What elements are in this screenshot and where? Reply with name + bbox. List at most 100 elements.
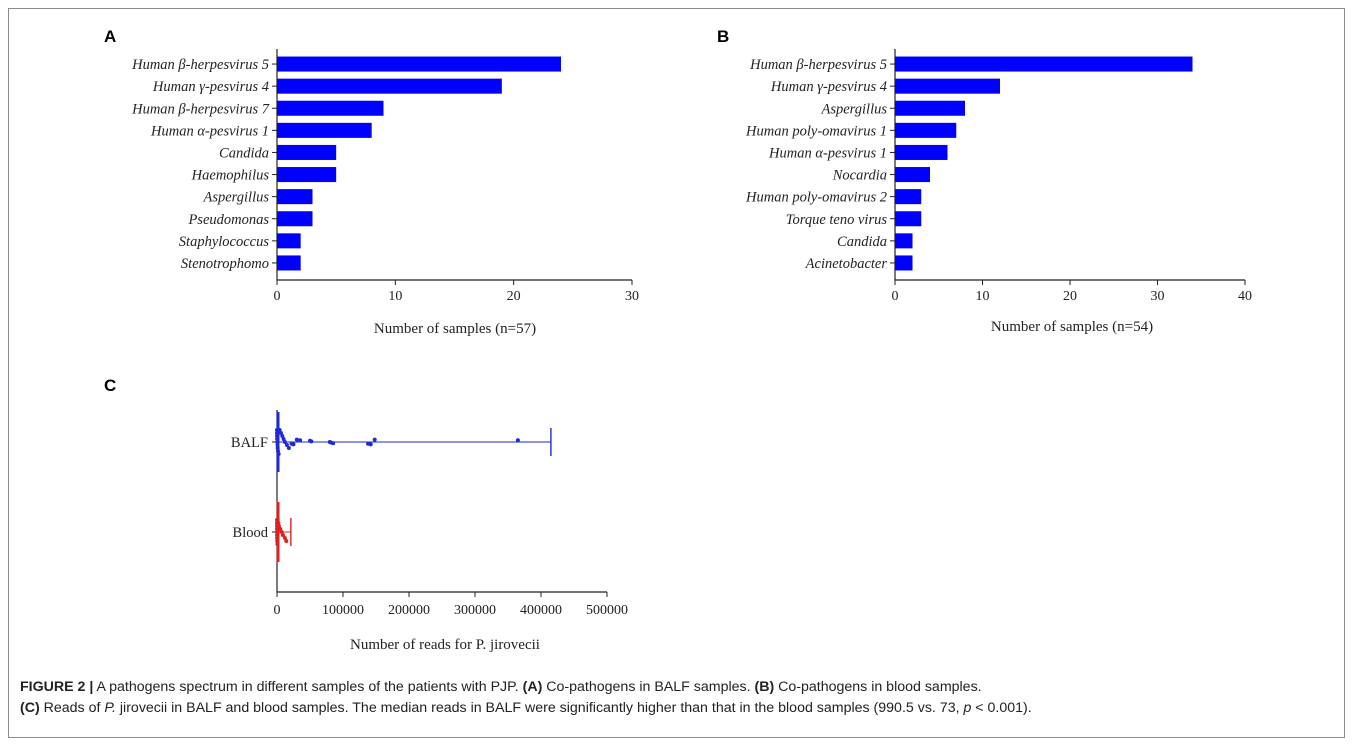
- chart-b-x-tick-label: 40: [1238, 289, 1252, 304]
- chart-a-category-label: Staphylococcus: [179, 234, 270, 250]
- chart-a-x-tick-label: 0: [274, 289, 281, 304]
- chart-c-balf-point: [368, 442, 373, 447]
- chart-b-bar: [895, 211, 922, 227]
- chart-a-category-label: Human γ-pesvirus 4: [152, 79, 269, 95]
- chart-a-category-label: Human β-herpesvirus 5: [131, 57, 269, 73]
- chart-c-blood-point: [275, 539, 280, 543]
- chart-c-balf-point: [277, 428, 282, 432]
- caption-text-6: < 0.001).: [971, 700, 1032, 716]
- chart-a-bar: [277, 189, 313, 205]
- chart-b-bar: [895, 189, 922, 205]
- chart-c-blood-point: [275, 518, 280, 522]
- chart-c-balf-point: [276, 452, 281, 456]
- chart-c-balf-point: [515, 438, 520, 443]
- chart-b-x-tick-label: 10: [976, 289, 990, 304]
- chart-c-balf-point: [275, 437, 280, 441]
- chart-b-bar: [895, 233, 913, 249]
- caption-text-2: Co-pathogens in BALF samples.: [542, 679, 755, 695]
- chart-b-category-label: Human poly-omavirus 2: [745, 190, 887, 206]
- chart-b-bar: [895, 122, 957, 138]
- chart-c-balf-point: [291, 442, 296, 447]
- chart-a-bar: [277, 211, 313, 227]
- chart-b-bar: [895, 100, 965, 116]
- chart-c-balf-point: [275, 440, 280, 444]
- chart-c-balf-point: [372, 437, 377, 442]
- chart-c-balf-point: [275, 446, 280, 450]
- chart-c-blood-point: [276, 521, 281, 525]
- chart-c-blood-point: [275, 542, 280, 546]
- chart-c-blood-point: [280, 533, 285, 537]
- chart-a-category-label: Human β-herpesvirus 7: [131, 101, 270, 117]
- chart-b-bar: [895, 78, 1000, 94]
- chart-c-balf-point: [309, 439, 314, 444]
- chart-a-bar: [277, 144, 337, 160]
- chart-b-x-tick-label: 20: [1063, 289, 1077, 304]
- chart-c-balf-point: [284, 443, 289, 447]
- chart-c-blood-point: [282, 536, 287, 540]
- chart-c-blood-point: [278, 527, 283, 531]
- chart-c-balf-point: [275, 431, 280, 435]
- chart-c-category-label: BALF: [231, 435, 268, 451]
- chart-c-balf-point: [275, 443, 280, 447]
- chart-c-x-tick-label: 0: [274, 603, 281, 618]
- chart-c-blood-point: [275, 530, 280, 534]
- chart-a-x-axis-label: Number of samples (n=57): [374, 321, 536, 337]
- caption-species: P.: [104, 700, 116, 716]
- chart-a-bar: [277, 122, 372, 138]
- chart-a-category-label: Candida: [219, 145, 269, 161]
- caption-p: p: [963, 700, 972, 716]
- chart-b-x-tick-label: 0: [892, 289, 899, 304]
- chart-c-blood-point: [279, 530, 284, 534]
- chart-a-bar: [277, 233, 301, 249]
- chart-a-category-label: Stenotrophomo: [181, 256, 269, 272]
- chart-b-category-label: Aspergillus: [820, 101, 887, 117]
- chart-b-category-label: Acinetobacter: [805, 256, 888, 272]
- chart-a-bar: [277, 255, 301, 271]
- caption-label: FIGURE 2 |: [20, 679, 94, 695]
- chart-a-bar: [277, 167, 337, 183]
- panel-label-c: C: [104, 376, 117, 395]
- chart-c-blood-point: [275, 533, 280, 537]
- chart-c-blood-point: [275, 536, 280, 540]
- caption-ref-c: (C): [20, 700, 40, 716]
- chart-a-bar: [277, 100, 384, 116]
- chart-c-x-axis-label: Number of reads for P. jirovecii: [350, 637, 540, 653]
- chart-c-x-tick-label: 100000: [322, 603, 364, 618]
- chart-b-x-tick-label: 30: [1151, 289, 1165, 304]
- panel-label-a: A: [104, 27, 117, 46]
- chart-b-category-label: Human poly-omavirus 1: [745, 123, 887, 139]
- chart-c-blood-point: [284, 539, 289, 543]
- chart-c-x-tick-label: 200000: [388, 603, 430, 618]
- chart-c-balf-point: [298, 438, 303, 443]
- chart-b-bar: [895, 255, 913, 271]
- chart-a-x-tick-label: 10: [388, 289, 402, 304]
- chart-c-balf-point: [275, 449, 280, 453]
- chart-c-blood-point: [276, 524, 281, 528]
- chart-a-x-tick-label: 30: [625, 289, 639, 304]
- chart-a-category-label: Human α-pesvirus 1: [150, 123, 269, 139]
- chart-a-category-label: Haemophilus: [191, 168, 270, 184]
- chart-c-blood-point: [275, 527, 280, 531]
- caption-ref-a: (A): [522, 679, 543, 695]
- chart-a-category-label: Pseudomonas: [187, 212, 269, 228]
- chart-b-bar: [895, 56, 1193, 72]
- chart-c-category-label: Blood: [233, 525, 269, 541]
- caption-text-3: Co-pathogens in blood samples.: [774, 679, 982, 695]
- chart-c-balf-point: [278, 431, 283, 435]
- panel-label-b: B: [717, 27, 730, 46]
- figure-caption: FIGURE 2 | A pathogens spectrum in diffe…: [20, 677, 1335, 719]
- chart-b-category-label: Candida: [837, 234, 887, 250]
- chart-b-category-label: Human α-pesvirus 1: [768, 145, 887, 161]
- chart-c-balf-point: [331, 441, 336, 446]
- chart-b-category-label: Human β-herpesvirus 5: [749, 57, 887, 73]
- chart-c-balf-point: [294, 437, 299, 442]
- chart-c-balf-point: [281, 437, 286, 441]
- caption-text-4: Reads of: [39, 700, 105, 716]
- chart-c-balf-point: [280, 434, 285, 438]
- chart-b-category-label: Nocardia: [832, 168, 887, 184]
- caption-text-5: jirovecii in BALF and blood samples. The…: [115, 700, 964, 716]
- chart-a-bar: [277, 78, 502, 94]
- chart-a-x-tick-label: 20: [507, 289, 521, 304]
- chart-b-category-label: Human γ-pesvirus 4: [770, 79, 887, 95]
